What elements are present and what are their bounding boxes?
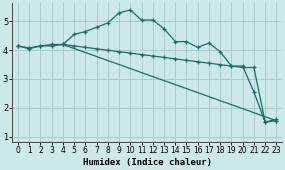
X-axis label: Humidex (Indice chaleur): Humidex (Indice chaleur) [83,158,212,167]
